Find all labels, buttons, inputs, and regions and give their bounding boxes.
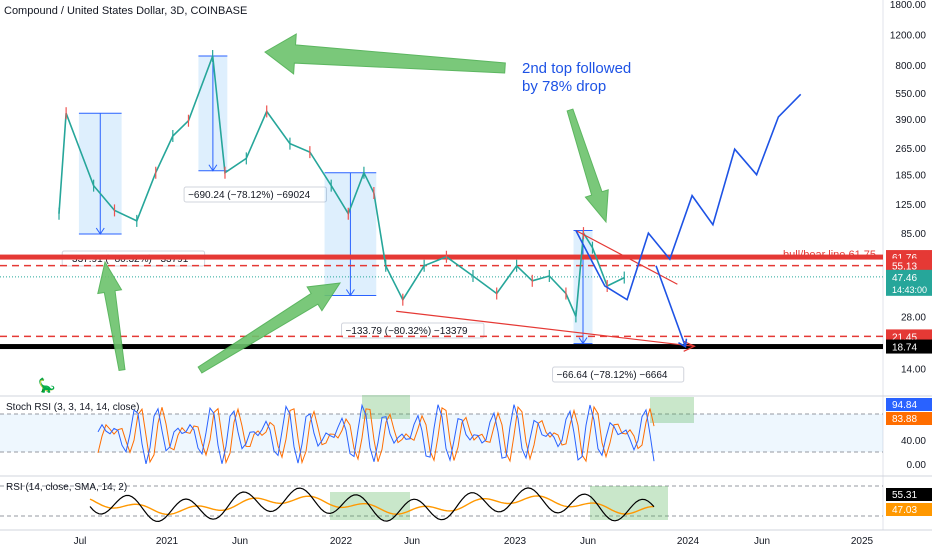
price-tick-label: 550.00 [895, 89, 926, 100]
price-tick-label: 390.00 [895, 115, 926, 126]
price-badge [886, 269, 932, 296]
stoch-highlight [362, 395, 410, 419]
measure-arrowhead [95, 227, 105, 235]
measure-label: −66.64 (−78.12%) −6664 [557, 370, 668, 381]
green-arrow [97, 260, 126, 372]
measure-label-bg [552, 366, 685, 383]
price-badge-label: 47.46 [892, 273, 917, 284]
stoch-badge [886, 412, 932, 425]
price-tick-label: 185.00 [895, 171, 926, 182]
trendline-arrowhead [683, 340, 696, 352]
time-tick-label: 2021 [156, 536, 179, 547]
projection-line [575, 93, 802, 301]
stoch-badge-d: 83.88 [892, 414, 917, 425]
stoch-tick: 40.00 [901, 436, 926, 447]
measure-arrowhead [345, 289, 355, 297]
time-tick-label: 2022 [330, 536, 353, 547]
measure-arrowhead [208, 164, 218, 172]
annotation-note: by 78% drop [522, 78, 606, 95]
rsi-highlight [590, 486, 668, 520]
chart-title: Compound / United States Dollar, 3D, COI… [4, 5, 247, 17]
rsi-line [89, 487, 655, 523]
time-tick-label: 2025 [851, 536, 874, 547]
price-badge-label: 18.74 [892, 343, 917, 354]
measure-label-bg [341, 322, 485, 339]
green-arrow [197, 282, 342, 374]
time-tick-label: Jun [754, 536, 770, 547]
upper-trendline [575, 229, 678, 285]
stoch-highlight [650, 397, 694, 423]
price-tick-label: 28.00 [901, 312, 926, 323]
stoch-tick: 0.00 [907, 460, 927, 471]
measure-arrowhead [578, 337, 588, 345]
price-tick-label: 125.00 [895, 200, 926, 211]
price-tick-label: 1800.00 [890, 0, 927, 11]
price-badge-label: 55.13 [892, 262, 917, 273]
rsi-sma-line [89, 495, 655, 516]
measure-label: −133.79 (−80.32%) −13379 [346, 326, 468, 337]
time-tick-label: Jul [74, 536, 87, 547]
rsi-badge [886, 488, 932, 501]
green-arrow-shape [97, 260, 126, 372]
price-tick-label: 800.00 [895, 61, 926, 72]
projection-arrowhead [678, 338, 688, 349]
price-tick-label: 265.00 [895, 144, 926, 155]
stoch-badge [886, 398, 932, 411]
projection-alt-line [655, 265, 687, 347]
time-tick-label: Jun [232, 536, 248, 547]
green-arrow-shape [197, 282, 342, 374]
time-tick-label: Jun [580, 536, 596, 547]
stoch-k-line [97, 403, 655, 465]
logo-icon: 🦕 [38, 377, 55, 394]
price-tick-label: 1200.00 [890, 30, 927, 41]
price-badge [886, 258, 932, 273]
annotation-note: 2nd top followed [522, 60, 631, 77]
measure-label-bg [183, 186, 327, 203]
bull-bear-label: bull/bear line 61.75 [783, 249, 876, 261]
rsi-badge-value: 55.31 [892, 490, 917, 501]
base-line [0, 344, 883, 350]
green-arrow [566, 108, 609, 224]
price-tick-label: 14.00 [901, 364, 926, 375]
green-arrow-shape [264, 33, 506, 75]
green-arrow-shape [566, 108, 609, 224]
rsi-title: RSI (14, close, SMA, 14, 2) [6, 482, 127, 493]
price-badge [886, 339, 932, 354]
green-arrow [264, 33, 506, 75]
rsi-badge-sma: 47.03 [892, 505, 917, 516]
price-badge-label: 61.76 [892, 253, 917, 264]
lower-trendline [396, 310, 695, 347]
time-tick-label: 2024 [677, 536, 700, 547]
stoch-badge-k: 94.84 [892, 400, 917, 411]
measure-label: −690.24 (−78.12%) −69024 [188, 190, 310, 201]
stoch-title: Stoch RSI (3, 3, 14, 14, close) [6, 402, 139, 413]
price-badge-time: 14:43:00 [892, 285, 927, 295]
time-tick-label: 2023 [504, 536, 527, 547]
rsi-badge [886, 503, 932, 516]
time-tick-label: Jun [404, 536, 420, 547]
price-badge-label: 21.45 [892, 332, 917, 343]
price-tick-label: 85.00 [901, 229, 926, 240]
bull-bear-line [0, 254, 883, 260]
